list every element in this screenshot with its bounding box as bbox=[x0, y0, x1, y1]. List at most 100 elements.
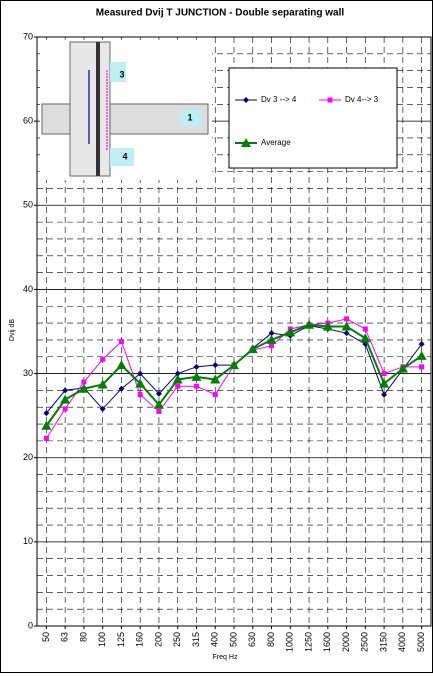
diagram-label: 1 bbox=[187, 112, 192, 122]
x-tick-label: 100 bbox=[97, 632, 107, 647]
y-axis-label: Dvij dB bbox=[9, 319, 16, 342]
legend: Dv 3 --> 4 Dv 4--> 3 Average bbox=[228, 67, 398, 169]
marker bbox=[81, 379, 87, 385]
marker bbox=[341, 321, 352, 331]
marker bbox=[62, 406, 68, 412]
legend-label: Average bbox=[261, 138, 291, 147]
x-tick-label: 80 bbox=[78, 632, 88, 642]
marker bbox=[100, 356, 106, 362]
marker bbox=[99, 405, 106, 412]
x-axis-label: Freq Hz bbox=[213, 654, 238, 661]
x-tick-label: 200 bbox=[153, 632, 163, 647]
marker bbox=[381, 371, 387, 377]
marker bbox=[268, 330, 275, 337]
marker bbox=[193, 363, 200, 370]
marker bbox=[41, 420, 52, 430]
x-tick-label: 160 bbox=[135, 632, 145, 647]
x-tick-label: 50 bbox=[41, 632, 51, 642]
marker bbox=[243, 97, 249, 103]
marker bbox=[62, 387, 69, 394]
marker bbox=[78, 383, 89, 393]
marker bbox=[118, 385, 125, 392]
marker bbox=[327, 97, 333, 103]
label-box bbox=[180, 110, 202, 126]
marker bbox=[137, 370, 144, 377]
marker bbox=[193, 383, 199, 389]
junction-diagram: 3 1 4 bbox=[40, 40, 212, 180]
marker bbox=[397, 363, 408, 373]
marker bbox=[343, 330, 350, 337]
x-tick-label: 250 bbox=[172, 632, 182, 647]
marker bbox=[360, 333, 371, 343]
marker bbox=[379, 378, 390, 388]
marker bbox=[135, 378, 146, 388]
marker bbox=[322, 321, 333, 331]
y-tick-label: 0 bbox=[28, 620, 33, 630]
marker bbox=[97, 379, 108, 389]
legend-label: Dv 4--> 3 bbox=[345, 95, 379, 104]
gap bbox=[96, 42, 100, 176]
marker bbox=[241, 138, 251, 147]
marker bbox=[118, 339, 124, 345]
y-tick-label: 30 bbox=[23, 368, 33, 378]
x-tick-label: 315 bbox=[191, 632, 201, 647]
diagram-label: 3 bbox=[119, 69, 124, 79]
diagram-label: 4 bbox=[122, 151, 127, 161]
label-box bbox=[110, 148, 134, 166]
marker bbox=[381, 391, 388, 398]
x-tick-label: 4000 bbox=[397, 632, 407, 652]
marker bbox=[172, 374, 183, 384]
marker bbox=[60, 394, 71, 404]
x-tick-label: 2000 bbox=[341, 632, 351, 652]
marker bbox=[174, 370, 181, 377]
y-tick-label: 20 bbox=[23, 452, 33, 462]
marker bbox=[153, 399, 164, 409]
marker bbox=[212, 362, 219, 369]
x-tick-label: 1000 bbox=[285, 632, 295, 652]
marker bbox=[418, 341, 425, 348]
x-tick-label: 1250 bbox=[303, 632, 313, 652]
y-tick-label: 10 bbox=[23, 536, 33, 546]
x-tick-label: 400 bbox=[210, 632, 220, 647]
y-tick-label: 40 bbox=[23, 284, 33, 294]
y-tick-label: 50 bbox=[23, 200, 33, 210]
marker bbox=[416, 350, 427, 360]
legend-label: Dv 3 --> 4 bbox=[261, 95, 297, 104]
x-tick-label: 500 bbox=[228, 632, 238, 647]
marker bbox=[212, 392, 218, 398]
marker bbox=[137, 392, 143, 398]
marker bbox=[419, 364, 425, 370]
marker bbox=[210, 374, 221, 384]
marker bbox=[43, 435, 49, 441]
marker bbox=[156, 408, 162, 414]
y-tick-label: 60 bbox=[23, 116, 33, 126]
x-tick-label: 5000 bbox=[416, 632, 426, 652]
x-tick-label: 3150 bbox=[378, 632, 388, 652]
label-box bbox=[110, 62, 126, 82]
legend-box bbox=[228, 67, 398, 169]
x-tick-label: 800 bbox=[266, 632, 276, 647]
x-tick-label: 63 bbox=[60, 632, 70, 642]
marker bbox=[247, 344, 258, 354]
marker bbox=[304, 319, 315, 329]
chart-title: Measured Dvij T JUNCTION - Double separa… bbox=[96, 8, 345, 19]
x-tick-label: 1600 bbox=[322, 632, 332, 652]
marker bbox=[191, 371, 202, 381]
x-tick-label: 125 bbox=[116, 632, 126, 647]
marker bbox=[116, 360, 127, 370]
marker bbox=[155, 390, 162, 397]
marker bbox=[269, 343, 275, 349]
wall-vertical bbox=[69, 41, 111, 177]
marker bbox=[344, 316, 350, 322]
marker bbox=[175, 383, 181, 389]
x-tick-label: 2500 bbox=[360, 632, 370, 652]
marker bbox=[43, 410, 50, 417]
marker bbox=[362, 326, 368, 332]
marker bbox=[266, 334, 277, 344]
x-tick-label: 630 bbox=[247, 632, 257, 647]
y-tick-label: 70 bbox=[23, 31, 33, 41]
series bbox=[41, 319, 427, 430]
marker bbox=[229, 360, 239, 370]
marker bbox=[285, 327, 296, 337]
